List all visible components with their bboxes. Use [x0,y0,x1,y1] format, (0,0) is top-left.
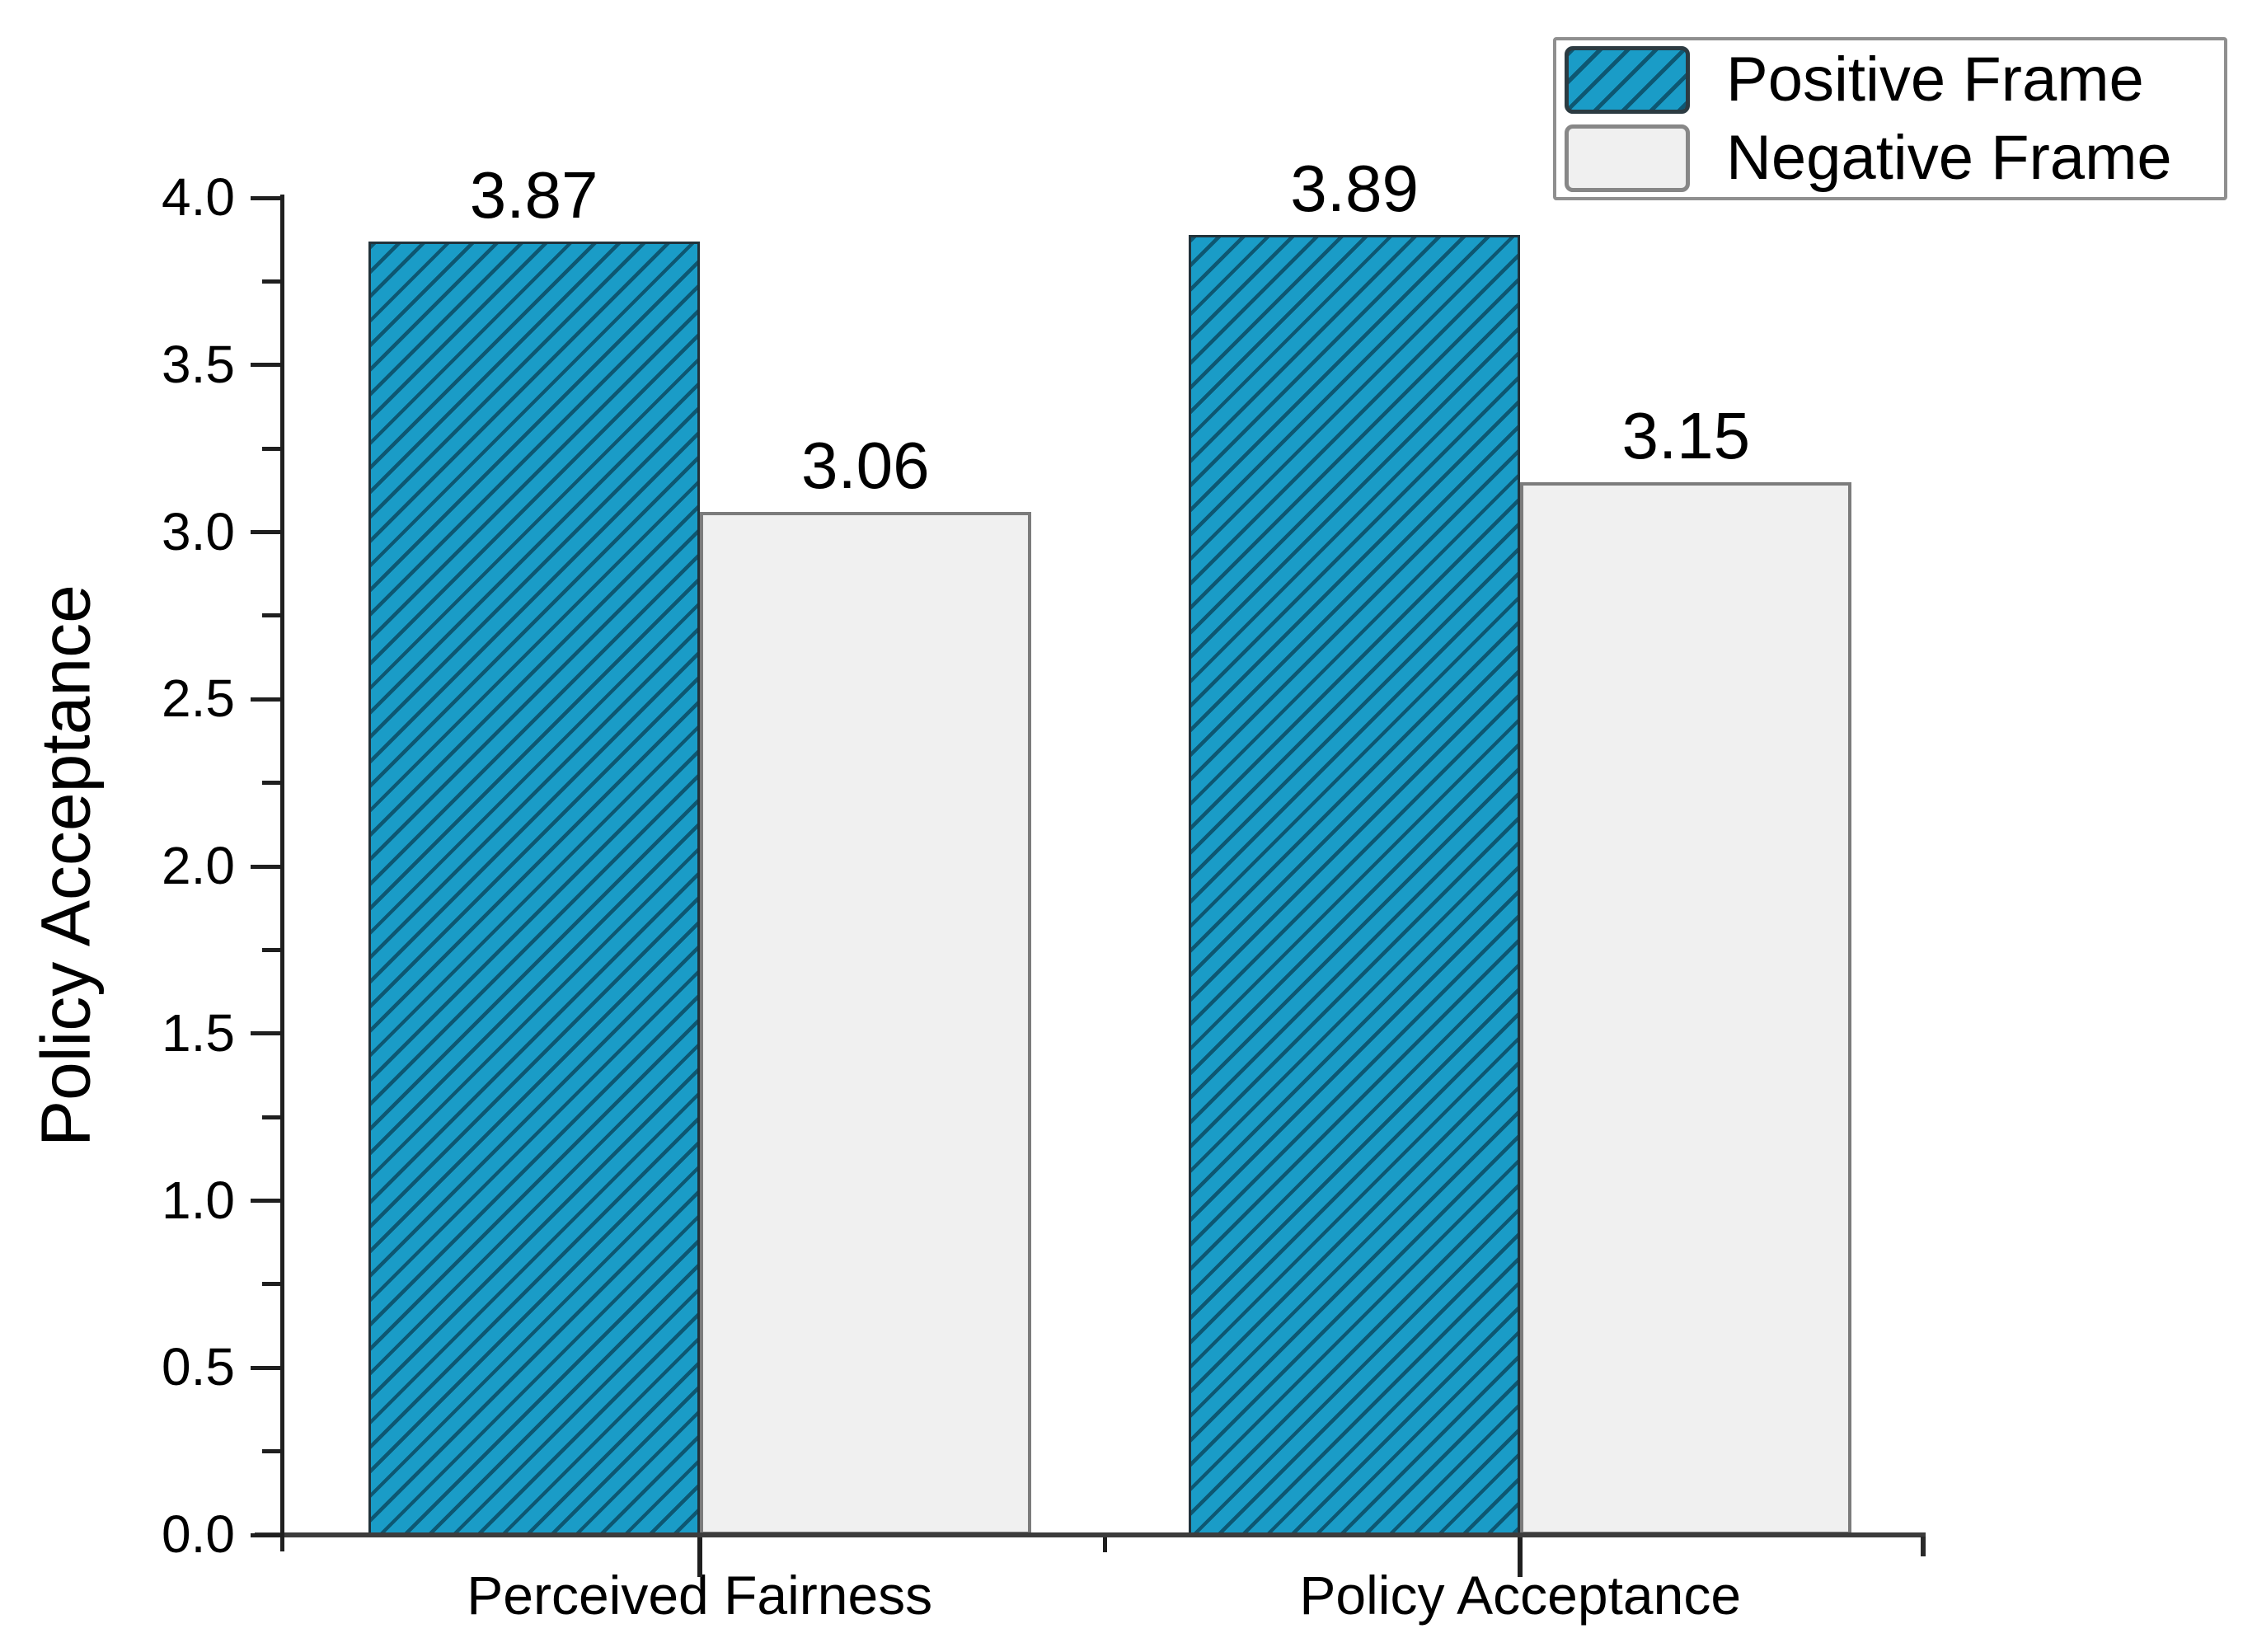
bar-value-label: 3.89 [1290,151,1419,225]
y-major-tick [251,697,280,702]
y-major-tick [251,195,280,200]
y-major-tick [251,864,280,869]
y-tick-label: 0.0 [162,1504,235,1564]
y-tick-label: 1.5 [162,1002,235,1063]
x-major-tick [1518,1537,1523,1577]
y-tick-label: 2.0 [162,836,235,895]
bar-negative [699,512,1031,1535]
bar-positive [1189,234,1521,1535]
negative-swatch-icon [1565,124,1690,192]
legend-item: Negative Frame [1556,119,2224,197]
positive-swatch-icon [1565,45,1690,114]
y-minor-tick [262,781,280,786]
y-tick-label: 4.0 [162,167,235,227]
bar-value-label: 3.87 [469,157,598,232]
y-major-tick [251,1199,280,1203]
y-tick-label: 1.0 [162,1170,235,1230]
y-minor-tick [262,947,280,952]
legend: Positive Frame Negative Frame [1553,37,2227,200]
y-axis-line [280,195,284,1551]
y-major-tick [251,363,280,368]
legend-label: Negative Frame [1726,122,2172,193]
bar-value-label: 3.06 [800,429,930,503]
y-tick-label: 3.5 [162,334,235,394]
legend-item: Positive Frame [1556,40,2224,119]
y-minor-tick [262,1115,280,1119]
y-minor-tick [262,1449,280,1454]
bar-positive [368,241,700,1535]
y-tick-label: 3.0 [162,501,235,561]
y-minor-tick [262,1282,280,1287]
plot-area: 0.0 0.5 1.0 1.5 2.0 2.5 3.0 3.5 4.0 Perceived Fai… [162,155,1926,1624]
y-minor-tick [262,613,280,618]
x-minor-tick [1103,1537,1107,1552]
y-tick-label: 2.5 [162,669,235,729]
x-axis-end-tick [1921,1537,1926,1556]
x-axis-line [255,1532,1926,1537]
y-major-tick [251,1532,280,1537]
x-major-tick [697,1537,702,1577]
y-major-tick [251,1365,280,1370]
y-major-tick [251,530,280,534]
y-minor-tick [262,279,280,284]
y-tick-label: 0.5 [162,1337,235,1397]
bar-value-label: 3.15 [1621,398,1751,472]
legend-label: Positive Frame [1726,44,2144,115]
bar-negative [1520,481,1852,1535]
y-major-tick [251,1031,280,1036]
y-minor-tick [262,446,280,451]
